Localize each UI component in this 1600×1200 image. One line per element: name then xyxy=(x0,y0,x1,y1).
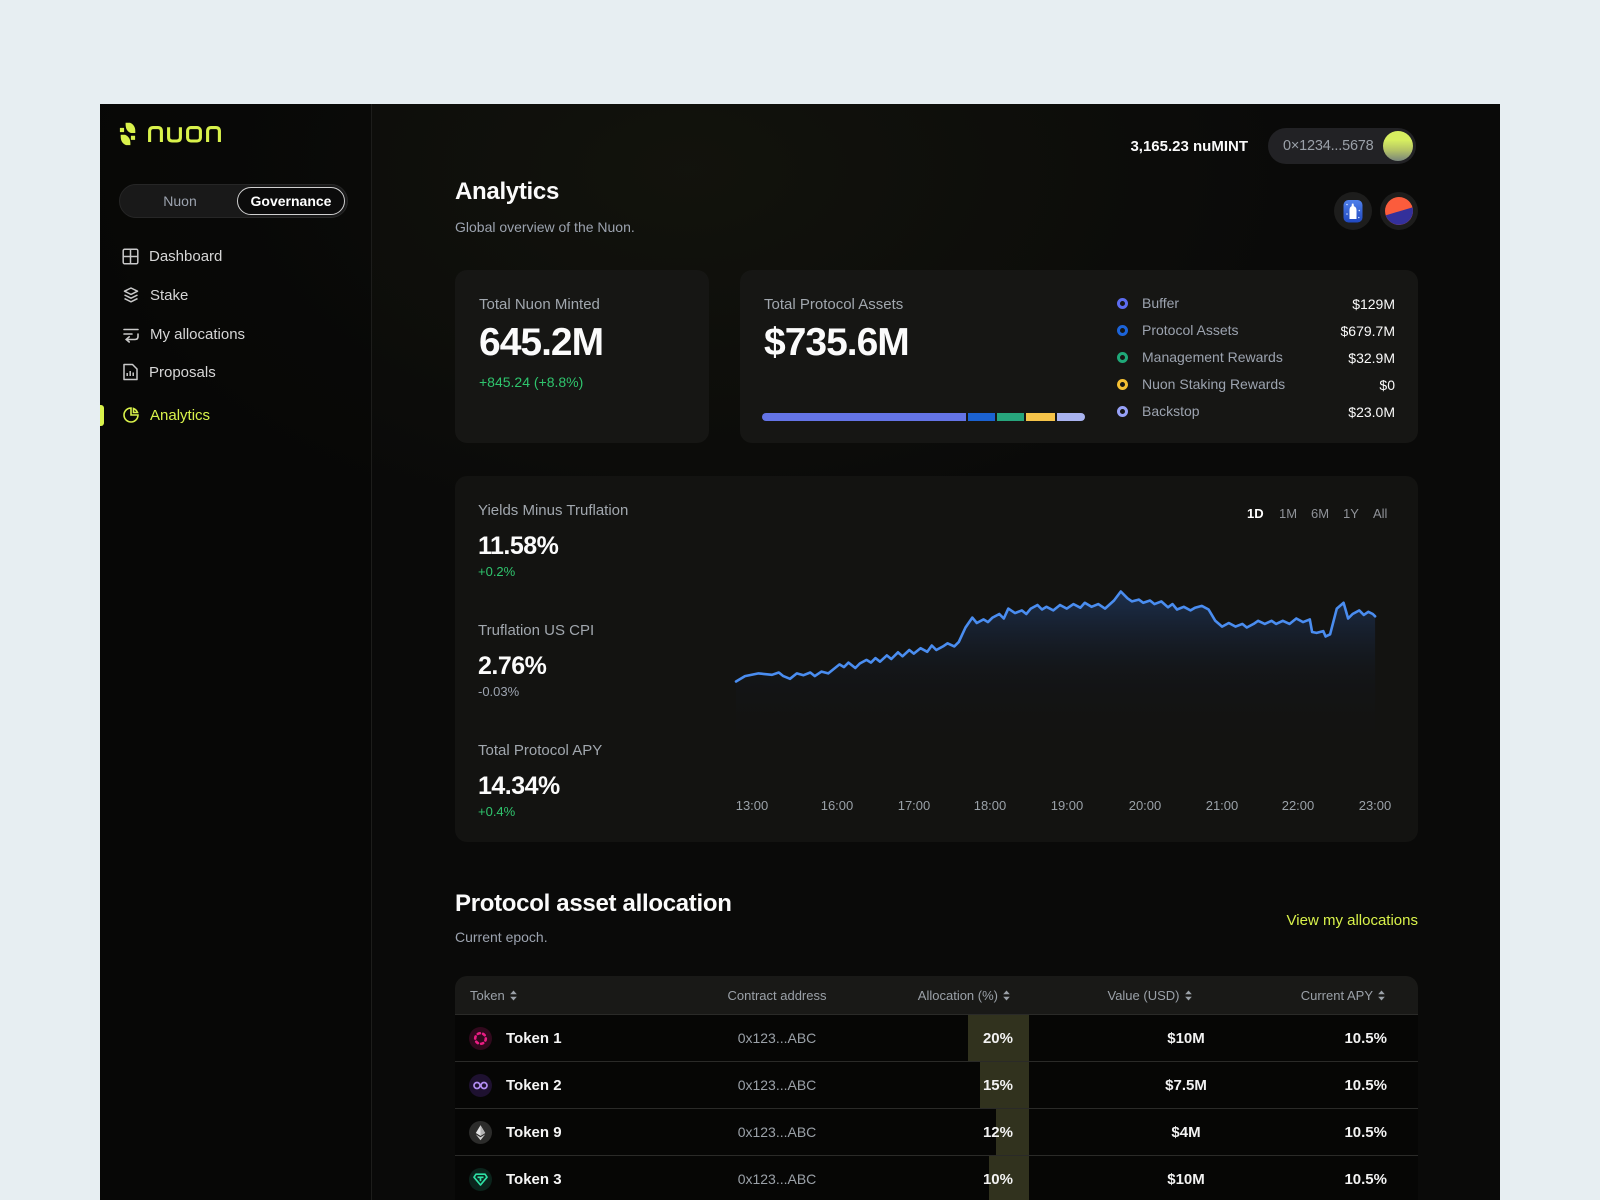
svg-text:13:00: 13:00 xyxy=(736,798,769,813)
svg-text:21:00: 21:00 xyxy=(1206,798,1239,813)
svg-text:19:00: 19:00 xyxy=(1051,798,1084,813)
svg-text:18:00: 18:00 xyxy=(974,798,1007,813)
svg-text:20:00: 20:00 xyxy=(1129,798,1162,813)
svg-text:16:00: 16:00 xyxy=(821,798,854,813)
svg-text:17:00: 17:00 xyxy=(898,798,931,813)
svg-text:22:00: 22:00 xyxy=(1282,798,1315,813)
svg-text:23:00: 23:00 xyxy=(1359,798,1392,813)
